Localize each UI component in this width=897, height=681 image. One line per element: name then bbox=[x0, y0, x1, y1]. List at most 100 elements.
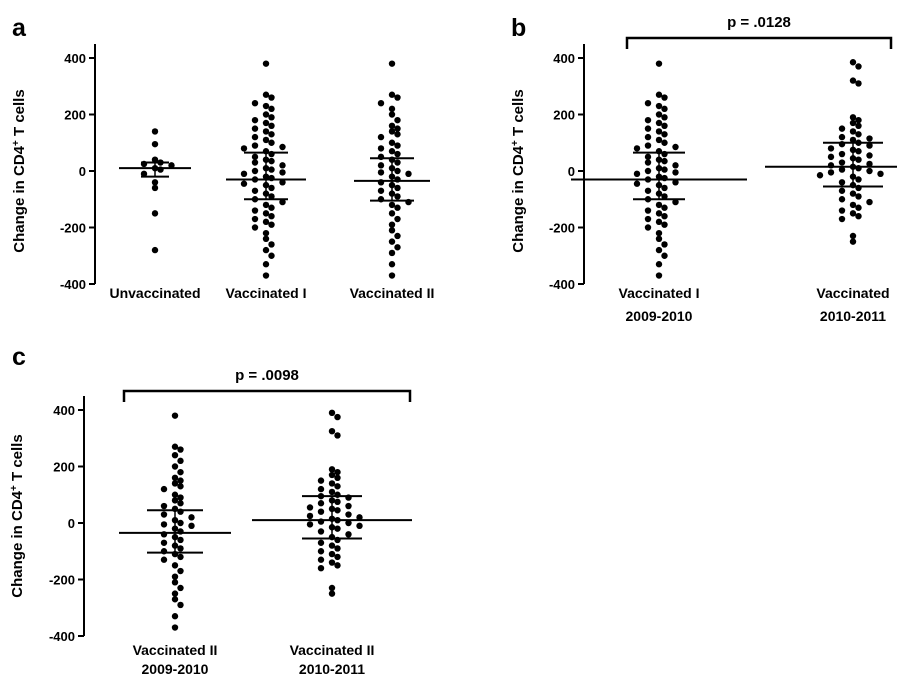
data-point bbox=[672, 162, 679, 169]
data-point bbox=[644, 159, 652, 166]
data-point bbox=[328, 559, 336, 566]
data-point bbox=[268, 204, 275, 211]
data-point bbox=[177, 567, 184, 575]
data-point bbox=[317, 485, 325, 493]
data-point bbox=[268, 122, 275, 129]
data-point bbox=[661, 157, 668, 165]
data-point bbox=[388, 261, 396, 268]
data-point bbox=[177, 494, 184, 501]
data-point bbox=[306, 512, 314, 520]
data-point bbox=[251, 133, 259, 141]
y-tick-label: -400 bbox=[49, 629, 75, 644]
data-point bbox=[849, 238, 857, 245]
data-point bbox=[151, 184, 159, 192]
data-point bbox=[849, 232, 857, 240]
data-point bbox=[334, 413, 341, 421]
data-point bbox=[655, 91, 663, 98]
y-axis-label: Change in CD4+ T cells bbox=[510, 89, 528, 252]
data-point bbox=[262, 119, 270, 127]
data-point bbox=[334, 525, 341, 532]
data-point bbox=[655, 229, 663, 237]
data-point bbox=[388, 60, 396, 67]
data-point bbox=[171, 412, 179, 419]
data-point bbox=[317, 556, 325, 563]
data-point bbox=[262, 229, 270, 237]
p-value-label: p = .0128 bbox=[727, 14, 791, 31]
data-point bbox=[240, 180, 248, 187]
data-point bbox=[268, 213, 275, 220]
data-point bbox=[306, 521, 314, 528]
data-point bbox=[661, 114, 668, 121]
data-point bbox=[855, 204, 862, 211]
data-point bbox=[262, 210, 270, 217]
data-point bbox=[855, 176, 862, 183]
data-point bbox=[151, 128, 159, 135]
data-point bbox=[151, 210, 159, 217]
data-point bbox=[855, 131, 862, 138]
data-point bbox=[268, 131, 275, 138]
data-point bbox=[661, 221, 668, 228]
data-point bbox=[262, 218, 270, 226]
data-point bbox=[644, 207, 652, 214]
data-point bbox=[177, 477, 184, 484]
data-point bbox=[268, 94, 275, 101]
data-point bbox=[655, 128, 663, 135]
data-point bbox=[672, 143, 679, 151]
data-point bbox=[268, 184, 275, 192]
data-point bbox=[394, 116, 401, 124]
data-point bbox=[394, 193, 401, 200]
data-point bbox=[262, 272, 270, 279]
data-point bbox=[838, 125, 846, 132]
category-label: Vaccinated bbox=[816, 285, 889, 301]
data-point bbox=[661, 213, 668, 220]
data-point bbox=[268, 139, 275, 146]
data-point bbox=[838, 187, 846, 194]
data-point bbox=[240, 170, 248, 178]
data-point bbox=[317, 508, 325, 515]
data-point bbox=[661, 131, 668, 138]
data-point bbox=[140, 170, 148, 178]
data-point bbox=[279, 179, 286, 186]
panel-a: a 400 200 0 -200 -400 Change in CD4+ T cells Un… bbox=[11, 14, 435, 301]
data-point bbox=[655, 272, 663, 279]
y-tick-label: 0 bbox=[79, 164, 86, 179]
data-point bbox=[177, 468, 184, 476]
data-point bbox=[377, 145, 385, 152]
data-point bbox=[171, 579, 179, 586]
data-point bbox=[171, 624, 179, 631]
data-point bbox=[655, 246, 663, 254]
y-tick-label: -200 bbox=[60, 221, 86, 236]
data-point bbox=[672, 179, 679, 186]
y-tick-label: 400 bbox=[553, 51, 575, 66]
data-point bbox=[644, 153, 652, 161]
data-point bbox=[188, 522, 195, 530]
data-point bbox=[328, 590, 336, 597]
data-point bbox=[661, 204, 668, 211]
data-point bbox=[672, 198, 679, 206]
panel-b: b 400 200 0 -200 -400 Change in CD4+ T cells Va… bbox=[510, 14, 897, 324]
data-point bbox=[160, 485, 168, 493]
data-point bbox=[388, 227, 396, 234]
data-point bbox=[262, 128, 270, 135]
data-point bbox=[328, 550, 336, 558]
data-point bbox=[328, 480, 336, 487]
category-label: 2009-2010 bbox=[142, 661, 209, 677]
data-point bbox=[177, 601, 184, 609]
data-point bbox=[838, 133, 846, 141]
data-point bbox=[394, 150, 401, 158]
data-point bbox=[328, 466, 336, 473]
data-point bbox=[838, 179, 846, 186]
p-value-label: p = .0098 bbox=[235, 367, 299, 384]
data-point bbox=[317, 539, 325, 546]
data-point bbox=[160, 511, 168, 518]
data-point bbox=[655, 102, 663, 110]
y-tick-label: -400 bbox=[60, 277, 86, 292]
data-point bbox=[866, 135, 873, 142]
data-point bbox=[849, 190, 857, 197]
data-point bbox=[268, 193, 275, 200]
data-point bbox=[328, 471, 336, 479]
data-point bbox=[633, 170, 641, 178]
data-point bbox=[251, 187, 259, 194]
data-point bbox=[345, 531, 352, 538]
data-point bbox=[177, 584, 184, 592]
